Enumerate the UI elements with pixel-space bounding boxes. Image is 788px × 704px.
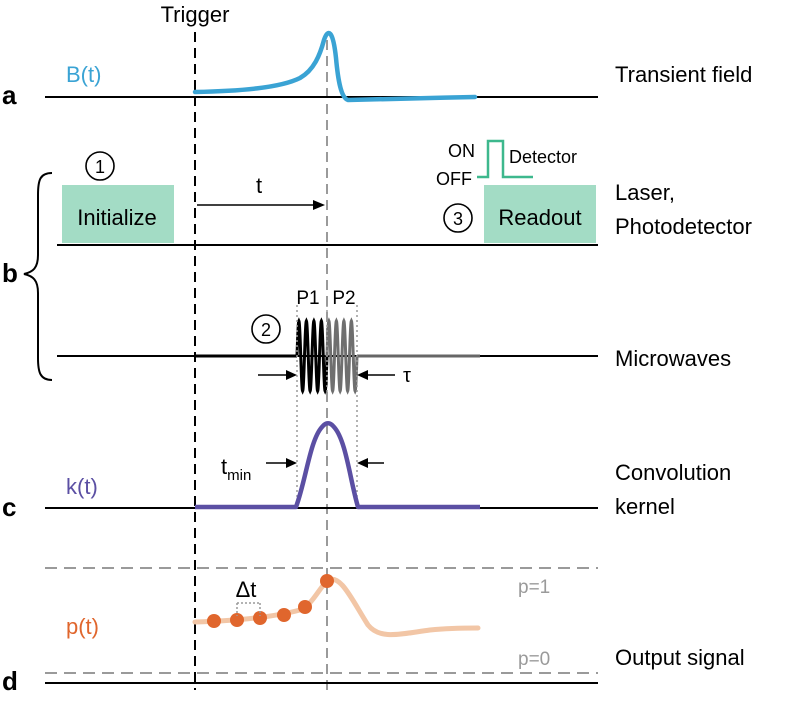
laser-label-line1: Laser, [615,180,675,205]
panel-c-letter: c [2,492,16,522]
t-arrow-head [313,200,325,210]
microwaves-label: Microwaves [615,346,731,371]
sample-dot [298,600,312,614]
readout-label: Readout [498,205,581,230]
kernel-label: k(t) [66,474,98,499]
output-title: Output signal [615,645,745,670]
step2-number: 2 [261,320,271,340]
tmin-arrow-right-head [357,458,368,468]
detector-label: Detector [509,147,577,167]
panel-a-letter: a [2,80,17,110]
tmin-arrow-left-head [286,458,297,468]
kernel-title-line1: Convolution [615,460,731,485]
sample-dot [277,608,291,622]
trigger-label: Trigger [161,2,230,27]
p1-level-label: p=1 [518,577,550,598]
transient-field-curve [192,30,478,103]
readout-box [484,185,596,243]
sample-dot [207,614,221,628]
delta-t-label: Δt [236,577,257,602]
kernel-title-line2: kernel [615,494,675,519]
pulse-p2 [325,317,359,395]
sample-dot [253,611,267,625]
initialize-label: Initialize [77,205,156,230]
laser-label-line2: Photodetector [615,214,752,239]
step1-circle [85,151,115,181]
p2-label: P2 [332,288,355,309]
kernel-curve [195,421,480,510]
step2-circle [251,314,281,344]
output-label: p(t) [66,614,99,639]
panel-d-letter: d [2,666,18,696]
p0-level-label: p=0 [518,649,550,670]
on-label: ON [448,141,475,161]
tmin-label: tmin [221,454,251,484]
panel-a-title: Transient field [615,62,752,87]
off-label: OFF [436,169,472,189]
p1-label: P1 [296,288,319,309]
panel-b-brace [23,172,53,381]
step3-number: 3 [453,209,463,229]
tau-arrow-left-head [286,370,297,380]
step1-number: 1 [95,157,105,177]
sample-dot [320,574,334,588]
sample-dots [207,574,334,628]
tau-label: τ [403,365,411,387]
initialize-box [62,185,174,243]
step3-circle [443,203,473,233]
transient-field-label: B(t) [66,62,101,87]
panel-b-letter: b [2,258,18,288]
pulse-p1 [295,317,329,395]
microwave-pulses [295,317,359,395]
detector-trace [477,139,533,179]
output-curve [192,576,481,638]
t-label: t [256,173,262,198]
sample-dot [230,613,244,627]
tau-arrow-right-head [357,370,368,380]
